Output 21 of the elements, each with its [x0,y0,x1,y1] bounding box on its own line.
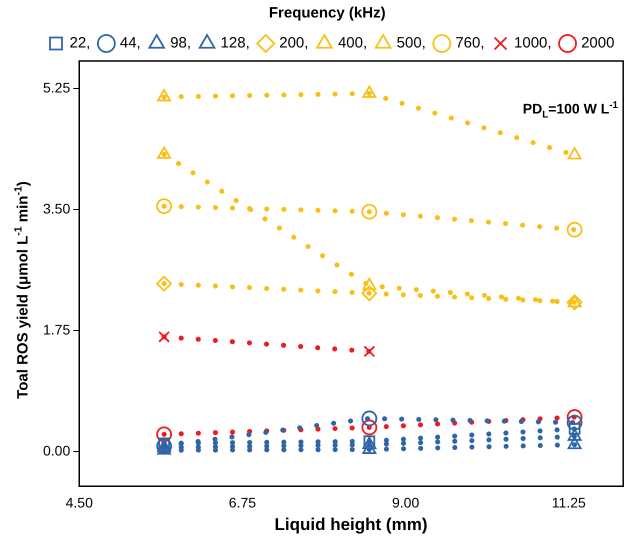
legend-label: 98, [170,34,192,52]
legend-label: 44, [120,34,141,52]
annotation: PD$_{L}$=100 W L$^{-1}$ [522,100,618,120]
x-tick-label: 4.50 [66,494,94,510]
x-tick-label: 6.75 [228,494,256,510]
x-tick-label: 9.00 [392,494,420,510]
legend-label: 1000, [514,34,552,52]
legend-label: 760, [455,34,485,52]
y-tick-label: 1.75 [43,322,70,338]
legend-label: 2000 [581,34,614,52]
legend-label: 22, [70,34,90,52]
legend-label: 400, [338,34,368,52]
legend-label: 128, [220,34,250,52]
y-tick-label: 5.25 [43,80,70,96]
y-tick-label: 3.50 [43,200,70,217]
x-tick-label: 11.25 [552,494,586,510]
legend-title: Frequency (kHz) [268,4,386,22]
y-tick-label: 0.00 [43,442,70,458]
x-axis-title: Liquid height (mm) [274,515,428,535]
legend-label: 200, [279,34,308,52]
legend-label: 500, [396,34,426,52]
